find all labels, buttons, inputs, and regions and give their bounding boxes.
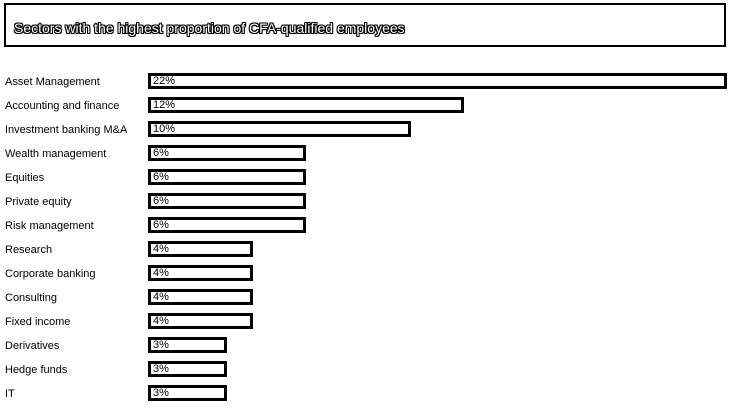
bar-row: Risk management 6% <box>0 214 732 238</box>
bar: 4% <box>148 241 253 257</box>
bar: 6% <box>148 193 306 209</box>
chart-title-box: Sectors with the highest proportion of C… <box>4 3 726 47</box>
bar-value-label: 3% <box>153 387 169 399</box>
bar-value-label: 4% <box>153 291 169 303</box>
bar-row: Equities 6% <box>0 166 732 190</box>
bar-value-label: 6% <box>153 171 169 183</box>
bar-value-label: 12% <box>153 99 176 111</box>
bar-row: Corporate banking 4% <box>0 262 732 286</box>
bar-value-label: 22% <box>153 75 176 87</box>
bar-row: Private equity 6% <box>0 190 732 214</box>
bar-row: Wealth management 6% <box>0 142 732 166</box>
bar: 4% <box>148 265 253 281</box>
bar-value-label: 4% <box>153 243 169 255</box>
bar: 12% <box>148 97 464 113</box>
bar: 6% <box>148 145 306 161</box>
category-label: Investment banking M&A <box>5 124 128 136</box>
bar-row: Consulting 4% <box>0 286 732 310</box>
bar: 10% <box>148 121 411 137</box>
chart-title: Sectors with the highest proportion of C… <box>14 20 406 37</box>
category-label: Risk management <box>5 220 94 232</box>
category-label: Accounting and finance <box>5 100 120 112</box>
bar-value-label: 3% <box>153 339 169 351</box>
category-label: Derivatives <box>5 340 60 352</box>
category-label: Asset Management <box>5 76 100 88</box>
bar: 6% <box>148 169 306 185</box>
bar-row: Derivatives 3% <box>0 334 732 358</box>
bar-value-label: 3% <box>153 363 169 375</box>
bar-row: Asset Management 22% <box>0 70 732 94</box>
bar-value-label: 6% <box>153 195 169 207</box>
bar-value-label: 6% <box>153 219 169 231</box>
bar: 3% <box>148 361 227 377</box>
bar: 6% <box>148 217 306 233</box>
bar-value-label: 4% <box>153 267 169 279</box>
bar: 4% <box>148 313 253 329</box>
category-label: Private equity <box>5 196 72 208</box>
bar-chart: Asset Management 22% Accounting and financ… <box>0 70 732 412</box>
bar: 3% <box>148 337 227 353</box>
category-label: Fixed income <box>5 316 71 328</box>
category-label: Hedge funds <box>5 364 68 376</box>
bar-row: Hedge funds 3% <box>0 358 732 382</box>
category-label: Consulting <box>5 292 57 304</box>
bar-row: Accounting and finance 12% <box>0 94 732 118</box>
category-label: Corporate banking <box>5 268 96 280</box>
bar: 3% <box>148 385 227 401</box>
bar-row: IT 3% <box>0 382 732 406</box>
category-label: Research <box>5 244 53 256</box>
bar: 4% <box>148 289 253 305</box>
bar-value-label: 4% <box>153 315 169 327</box>
category-label: IT <box>5 388 15 400</box>
bar-value-label: 10% <box>153 123 176 135</box>
category-label: Wealth management <box>5 148 107 160</box>
category-label: Equities <box>5 172 45 184</box>
bar-row: Fixed income 4% <box>0 310 732 334</box>
bar-value-label: 6% <box>153 147 169 159</box>
bar: 22% <box>148 73 727 89</box>
bar-row: Investment banking M&A 10% <box>0 118 732 142</box>
bar-row: Research 4% <box>0 238 732 262</box>
